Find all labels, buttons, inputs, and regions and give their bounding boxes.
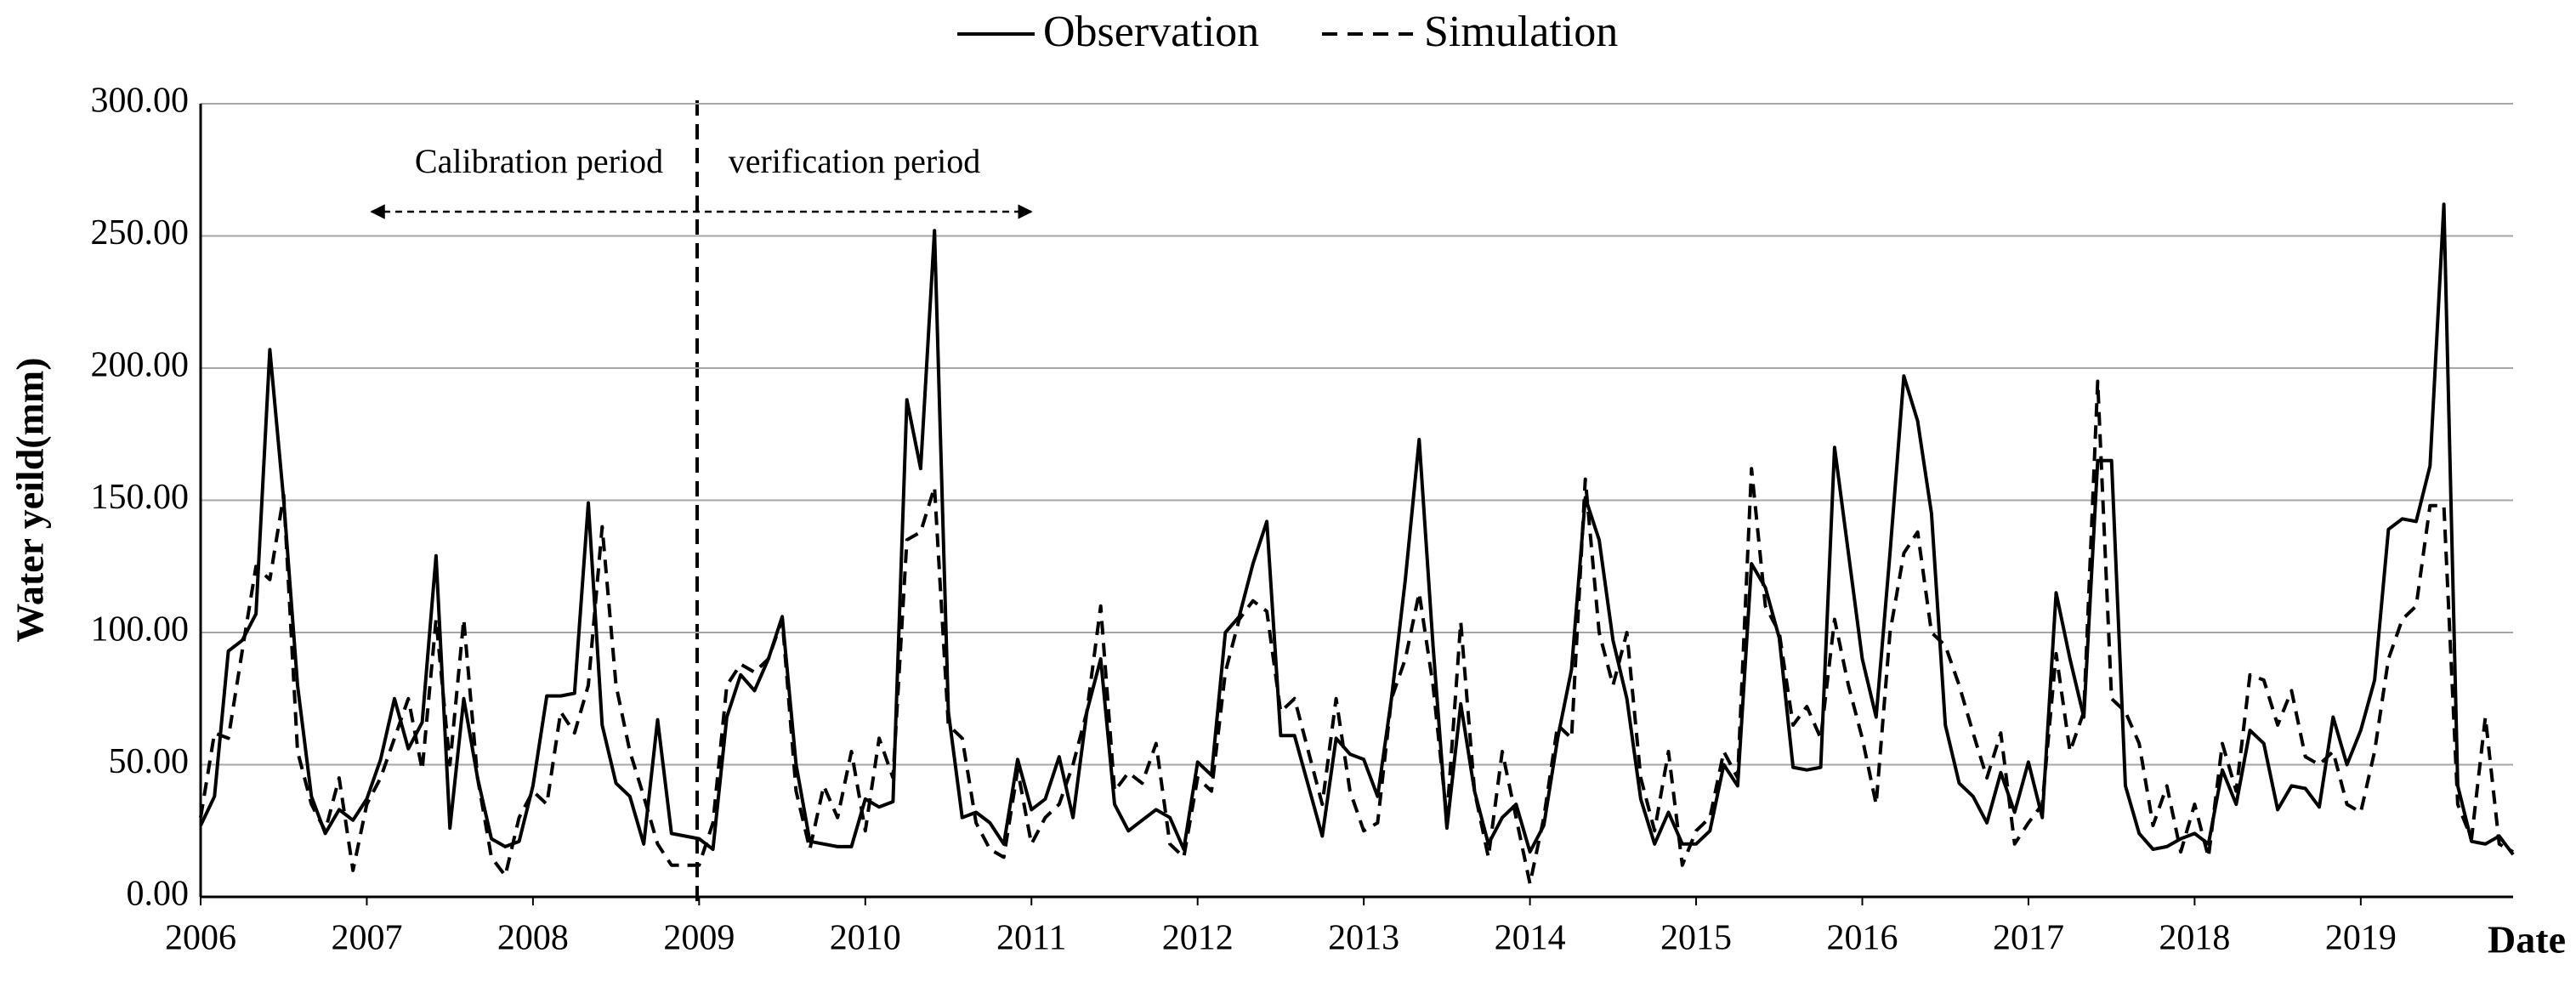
x-tick-label: 2014: [1495, 919, 1566, 958]
x-tick-label: 2019: [2325, 919, 2397, 958]
legend-label: Simulation: [1424, 8, 1618, 56]
x-tick-label: 2017: [1993, 919, 2064, 958]
y-axis-label: Water yeild(mm): [9, 357, 52, 642]
x-tick-label: 2011: [996, 919, 1066, 958]
x-tick-label: 2016: [1826, 919, 1898, 958]
y-tick-label: 250.00: [91, 213, 190, 252]
x-tick-label: 2006: [165, 919, 236, 958]
y-tick-label: 200.00: [91, 346, 190, 385]
annotation: Calibration period: [415, 142, 663, 180]
x-tick-label: 2015: [1660, 919, 1732, 958]
y-tick-label: 50.00: [109, 742, 190, 781]
x-tick-label: 2007: [331, 919, 402, 958]
legend-label: Observation: [1043, 8, 1259, 56]
annotation: verification period: [729, 142, 981, 180]
x-tick-label: 2018: [2159, 919, 2230, 958]
x-tick-label: 2013: [1328, 919, 1399, 958]
data-line: [199, 379, 2514, 886]
data-line: [199, 202, 2515, 856]
x-axis-label: Date: [2488, 918, 2566, 961]
y-tick-label: 300.00: [91, 82, 190, 121]
y-tick-label: 150.00: [91, 478, 190, 517]
x-tick-label: 2009: [663, 919, 735, 958]
x-tick-label: 2010: [830, 919, 901, 958]
x-tick-label: 2008: [497, 919, 569, 958]
y-tick-label: 0.00: [127, 875, 190, 914]
x-tick-label: 2012: [1162, 919, 1234, 958]
y-tick-label: 100.00: [91, 610, 190, 649]
